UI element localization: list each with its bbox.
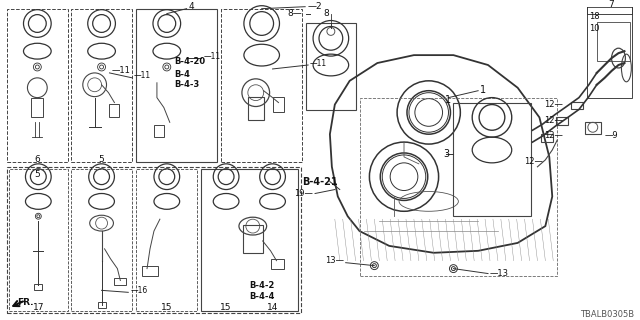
Text: B-4-2: B-4-2 xyxy=(249,281,274,290)
Bar xyxy=(221,9,302,162)
Bar xyxy=(71,169,132,311)
Text: 5: 5 xyxy=(99,156,104,164)
Text: 4: 4 xyxy=(189,2,194,11)
Text: 12—: 12— xyxy=(525,157,543,166)
Text: 10: 10 xyxy=(589,24,599,33)
Text: —16: —16 xyxy=(130,286,147,295)
Bar xyxy=(271,259,284,268)
Text: 1: 1 xyxy=(445,95,452,105)
Text: 13—: 13— xyxy=(324,256,344,265)
Bar xyxy=(154,125,164,137)
Text: 15: 15 xyxy=(220,303,232,312)
Bar xyxy=(596,21,630,61)
Bar xyxy=(71,9,132,162)
Text: —11: —11 xyxy=(133,71,150,80)
Bar xyxy=(306,23,356,110)
Bar xyxy=(585,122,601,134)
Text: —13: —13 xyxy=(490,269,509,278)
Text: B-4-4: B-4-4 xyxy=(249,292,274,301)
Text: B-4-21: B-4-21 xyxy=(302,177,338,187)
Text: TBALB0305B: TBALB0305B xyxy=(580,309,634,319)
Bar xyxy=(9,169,68,311)
Bar xyxy=(273,97,284,112)
Text: —11: —11 xyxy=(111,67,131,76)
Text: 12—: 12— xyxy=(544,131,563,140)
Bar xyxy=(35,284,42,290)
Text: 14: 14 xyxy=(267,303,278,312)
Bar xyxy=(587,14,632,98)
Bar xyxy=(360,98,557,276)
Text: 3: 3 xyxy=(444,149,450,159)
Text: —2: —2 xyxy=(307,2,322,11)
Text: B-4: B-4 xyxy=(175,70,191,79)
Bar xyxy=(453,103,531,216)
Bar xyxy=(115,277,126,285)
Text: 12—: 12— xyxy=(544,100,563,109)
Bar xyxy=(98,302,106,308)
Bar xyxy=(136,169,198,311)
Text: 12—: 12— xyxy=(544,116,563,125)
Bar xyxy=(541,134,553,142)
Text: 15: 15 xyxy=(161,303,173,312)
Text: 8—: 8— xyxy=(287,9,302,18)
Bar xyxy=(109,104,120,117)
Text: 1: 1 xyxy=(480,85,486,95)
Text: 18: 18 xyxy=(589,12,600,21)
Bar xyxy=(243,225,262,253)
Text: 6: 6 xyxy=(35,156,40,164)
Text: 5: 5 xyxy=(35,170,40,179)
Text: B-4-3: B-4-3 xyxy=(175,80,200,89)
Bar xyxy=(6,9,68,162)
Text: —11: —11 xyxy=(204,52,221,60)
Bar xyxy=(202,169,298,311)
Bar xyxy=(31,98,44,117)
Bar xyxy=(556,117,568,125)
Bar xyxy=(136,9,217,162)
Bar xyxy=(142,266,158,276)
Bar xyxy=(571,101,583,109)
Text: —9: —9 xyxy=(605,131,618,140)
Text: 7: 7 xyxy=(609,0,614,9)
Bar xyxy=(6,167,301,313)
Text: 17: 17 xyxy=(33,303,44,312)
Text: FR.: FR. xyxy=(17,298,34,307)
Bar xyxy=(248,97,264,120)
Text: B-4-20: B-4-20 xyxy=(175,57,206,66)
Text: 19—: 19— xyxy=(294,189,313,198)
Text: 8: 8 xyxy=(323,9,329,18)
Text: —11: —11 xyxy=(310,59,327,68)
